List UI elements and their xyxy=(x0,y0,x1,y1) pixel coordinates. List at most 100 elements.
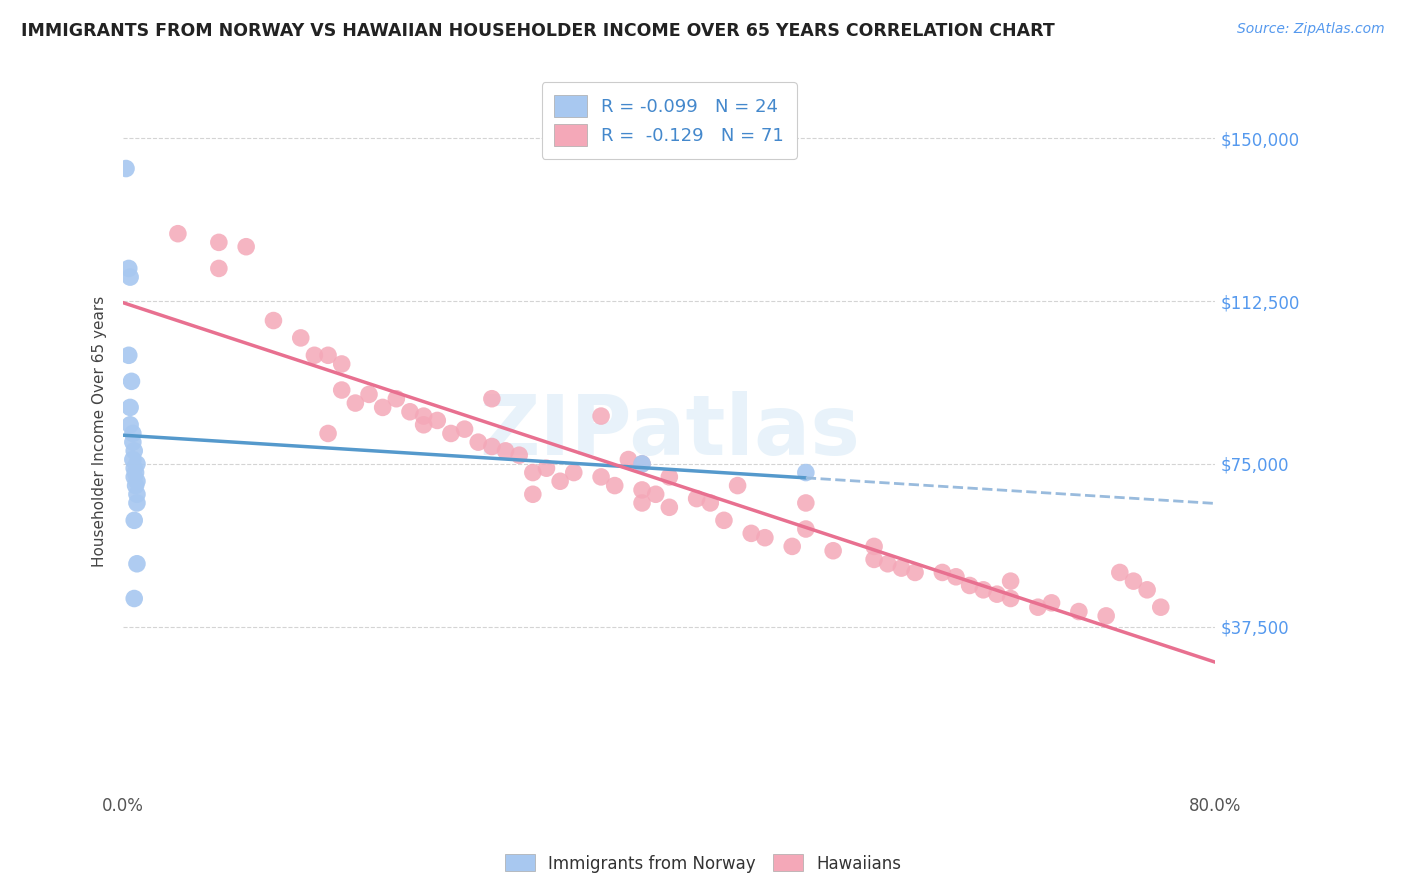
Point xyxy=(122,461,145,475)
Point xyxy=(631,496,654,510)
Point xyxy=(658,500,681,515)
Point xyxy=(617,452,640,467)
Point xyxy=(118,348,141,362)
Point xyxy=(727,478,749,492)
Point xyxy=(931,566,953,580)
Point xyxy=(120,417,142,432)
Point xyxy=(631,457,654,471)
Text: Source: ZipAtlas.com: Source: ZipAtlas.com xyxy=(1237,22,1385,37)
Point xyxy=(122,591,145,606)
Point xyxy=(945,570,967,584)
Point xyxy=(522,487,544,501)
Point xyxy=(412,417,434,432)
Point xyxy=(121,435,143,450)
Point xyxy=(904,566,927,580)
Point xyxy=(959,578,981,592)
Point xyxy=(125,496,148,510)
Point xyxy=(1000,574,1022,589)
Point xyxy=(1000,591,1022,606)
Point xyxy=(713,513,735,527)
Y-axis label: Householder Income Over 65 years: Householder Income Over 65 years xyxy=(93,295,107,567)
Point xyxy=(399,405,422,419)
Point xyxy=(385,392,408,406)
Point xyxy=(1150,600,1173,615)
Point xyxy=(357,387,380,401)
Point xyxy=(124,466,146,480)
Text: ZIPatlas: ZIPatlas xyxy=(479,391,860,472)
Point xyxy=(548,475,571,489)
Point xyxy=(603,478,626,492)
Point xyxy=(316,426,339,441)
Point xyxy=(208,261,231,276)
Point xyxy=(412,409,434,423)
Point xyxy=(562,466,585,480)
Point xyxy=(794,466,817,480)
Point xyxy=(122,513,145,527)
Point xyxy=(794,496,817,510)
Point xyxy=(121,452,143,467)
Point xyxy=(644,487,666,501)
Point xyxy=(522,466,544,480)
Point xyxy=(125,475,148,489)
Point xyxy=(122,443,145,458)
Point xyxy=(122,470,145,484)
Point xyxy=(699,496,721,510)
Point xyxy=(508,448,530,462)
Point xyxy=(890,561,912,575)
Point xyxy=(208,235,231,250)
Point xyxy=(120,401,142,415)
Point xyxy=(304,348,326,362)
Point xyxy=(330,357,353,371)
Point xyxy=(453,422,475,436)
Point xyxy=(823,543,845,558)
Point xyxy=(495,443,517,458)
Point xyxy=(426,413,449,427)
Point xyxy=(972,582,994,597)
Point xyxy=(467,435,489,450)
Point xyxy=(631,483,654,497)
Point xyxy=(120,270,142,285)
Point xyxy=(986,587,1008,601)
Point xyxy=(125,457,148,471)
Point xyxy=(631,457,654,471)
Point xyxy=(1122,574,1144,589)
Legend: Immigrants from Norway, Hawaiians: Immigrants from Norway, Hawaiians xyxy=(498,847,908,880)
Point xyxy=(121,426,143,441)
Point xyxy=(290,331,312,345)
Point xyxy=(115,161,138,176)
Point xyxy=(685,491,707,506)
Point xyxy=(740,526,762,541)
Point xyxy=(780,540,803,554)
Point xyxy=(794,522,817,536)
Point xyxy=(1040,596,1063,610)
Point xyxy=(754,531,776,545)
Point xyxy=(1067,605,1090,619)
Point xyxy=(118,261,141,276)
Point xyxy=(125,557,148,571)
Point xyxy=(536,461,558,475)
Point xyxy=(591,470,613,484)
Point xyxy=(235,240,257,254)
Point xyxy=(440,426,463,441)
Point xyxy=(316,348,339,362)
Point xyxy=(121,375,143,389)
Point xyxy=(481,440,503,454)
Point xyxy=(1136,582,1159,597)
Point xyxy=(371,401,394,415)
Point xyxy=(863,552,886,566)
Point xyxy=(167,227,190,241)
Text: IMMIGRANTS FROM NORWAY VS HAWAIIAN HOUSEHOLDER INCOME OVER 65 YEARS CORRELATION : IMMIGRANTS FROM NORWAY VS HAWAIIAN HOUSE… xyxy=(21,22,1054,40)
Point xyxy=(262,313,284,327)
Point xyxy=(1095,608,1118,623)
Point xyxy=(481,392,503,406)
Point xyxy=(124,478,146,492)
Point xyxy=(658,470,681,484)
Point xyxy=(1026,600,1049,615)
Point xyxy=(1108,566,1130,580)
Point xyxy=(344,396,367,410)
Point xyxy=(125,487,148,501)
Point xyxy=(591,409,613,423)
Point xyxy=(863,540,886,554)
Point xyxy=(876,557,898,571)
Point xyxy=(330,383,353,397)
